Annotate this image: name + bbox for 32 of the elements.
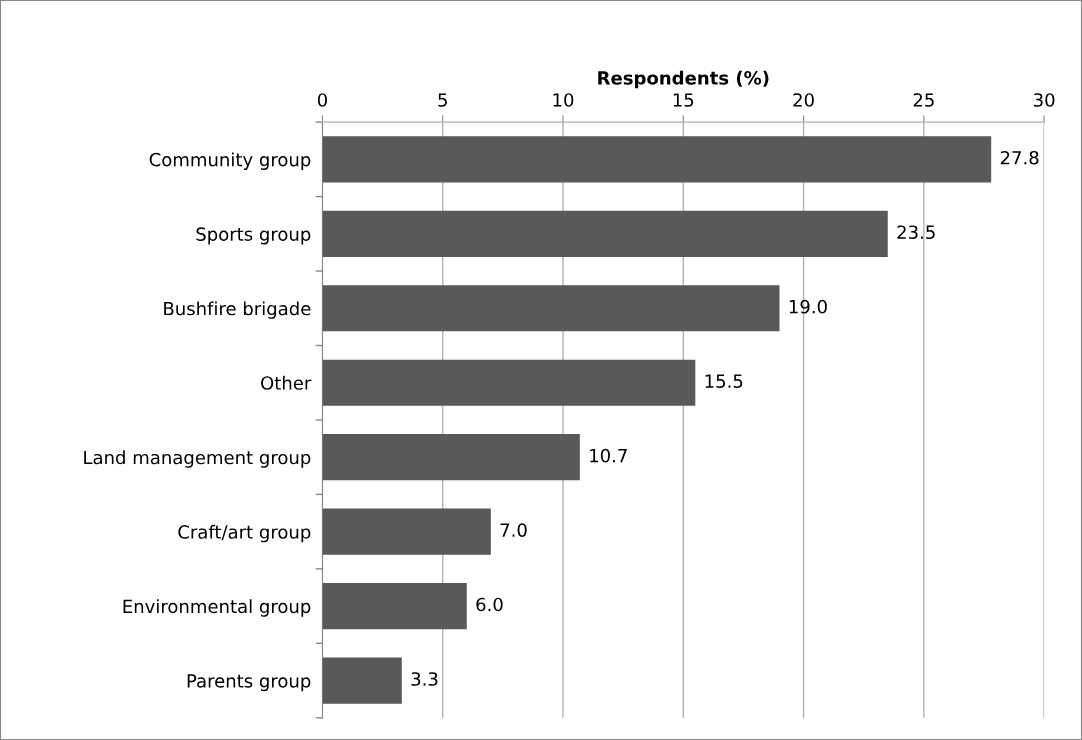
bar xyxy=(322,657,402,704)
x-tick-label: 20 xyxy=(793,93,814,107)
x-tick-label: 30 xyxy=(1034,93,1055,107)
y-tick-label: Bushfire brigade xyxy=(164,301,311,319)
y-tick-label: Land management group xyxy=(84,450,311,468)
data-label: 3.3 xyxy=(411,672,438,686)
data-label: 27.8 xyxy=(1000,150,1039,165)
data-label: 10.7 xyxy=(590,448,627,463)
y-tick-label: Craft/art group xyxy=(178,524,311,543)
y-tick-label: Parents group xyxy=(187,674,311,692)
y-tick-label: Community group xyxy=(149,152,311,170)
bar xyxy=(322,508,491,555)
bar xyxy=(322,359,696,406)
bar xyxy=(322,285,780,332)
x-tick-label: 15 xyxy=(673,93,694,107)
x-tick-label: 10 xyxy=(553,93,574,107)
bar xyxy=(322,210,888,257)
data-label: 15.5 xyxy=(705,374,743,388)
x-tick-label: 0 xyxy=(317,93,327,107)
data-label: 19.0 xyxy=(789,299,827,314)
bar xyxy=(322,583,467,630)
data-label: 7.0 xyxy=(500,523,527,537)
data-label: 6.0 xyxy=(476,597,503,612)
y-tick-label: Environmental group xyxy=(123,599,311,617)
bar xyxy=(322,434,580,481)
x-tick-label: 5 xyxy=(438,93,447,107)
data-label: 23.5 xyxy=(897,225,935,240)
x-axis-title: Respondents (%) xyxy=(598,70,769,89)
y-tick-label: Sports group xyxy=(196,227,311,245)
bar xyxy=(322,136,992,183)
y-tick-label: Other xyxy=(261,375,312,390)
x-tick-label: 25 xyxy=(913,93,934,107)
